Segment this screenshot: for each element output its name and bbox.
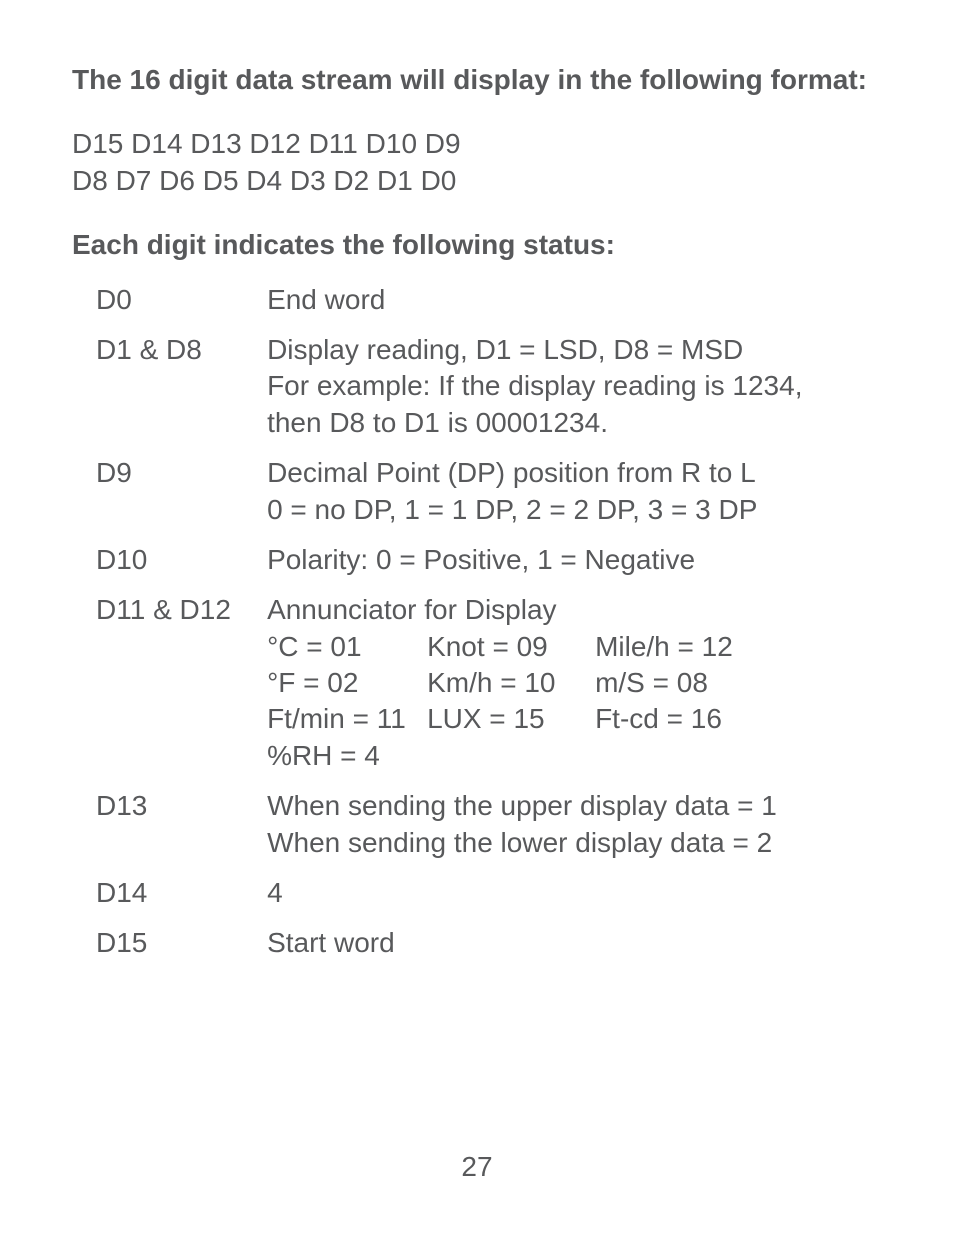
key-d1-d8: D1 & D8	[96, 332, 267, 455]
d13-line1: When sending the upper display data = 1	[267, 790, 777, 821]
annunc-knot: Knot = 09	[427, 629, 595, 665]
annunc-lux: LUX = 15	[427, 701, 595, 737]
annunc-c: °C = 01	[267, 629, 427, 665]
annunc-f: °F = 02	[267, 665, 427, 701]
d11d12-header: Annunciator for Display	[267, 594, 556, 625]
desc-d0: End word	[267, 282, 894, 332]
annunc-mileh: Mile/h = 12	[595, 629, 894, 665]
key-d9: D9	[96, 455, 267, 542]
sequence-line-1: D15 D14 D13 D12 D11 D10 D9	[72, 128, 461, 159]
main-heading: The 16 digit data stream will display in…	[72, 62, 894, 98]
document-page: The 16 digit data stream will display in…	[0, 0, 954, 1235]
key-d10: D10	[96, 542, 267, 592]
annunc-ftcd: Ft-cd = 16	[595, 701, 894, 737]
d1d8-line2: For example: If the display reading is 1…	[267, 370, 802, 401]
desc-d1-d8: Display reading, D1 = LSD, D8 = MSD For …	[267, 332, 894, 455]
desc-d14: 4	[267, 875, 894, 925]
row-d10: D10 Polarity: 0 = Positive, 1 = Negative	[96, 542, 894, 592]
d1d8-line3: then D8 to D1 is 00001234.	[267, 407, 608, 438]
row-d13: D13 When sending the upper display data …	[96, 788, 894, 875]
row-d15: D15 Start word	[96, 925, 894, 975]
desc-d15: Start word	[267, 925, 894, 975]
row-d9: D9 Decimal Point (DP) position from R to…	[96, 455, 894, 542]
d13-line2: When sending the lower display data = 2	[267, 827, 772, 858]
row-d1-d8: D1 & D8 Display reading, D1 = LSD, D8 = …	[96, 332, 894, 455]
d9-line2: 0 = no DP, 1 = 1 DP, 2 = 2 DP, 3 = 3 DP	[267, 494, 757, 525]
desc-d11-d12: Annunciator for Display °C = 01 Knot = 0…	[267, 592, 894, 788]
annunciator-grid: °C = 01 Knot = 09 Mile/h = 12 °F = 02 Km…	[267, 629, 894, 775]
page-number: 27	[0, 1149, 954, 1185]
key-d15: D15	[96, 925, 267, 975]
d1d8-line1: Display reading, D1 = LSD, D8 = MSD	[267, 334, 743, 365]
key-d11-d12: D11 & D12	[96, 592, 267, 788]
status-table: D0 End word D1 & D8 Display reading, D1 …	[96, 282, 894, 976]
row-d11-d12: D11 & D12 Annunciator for Display °C = 0…	[96, 592, 894, 788]
sub-heading: Each digit indicates the following statu…	[72, 227, 894, 263]
annunc-kmh: Km/h = 10	[427, 665, 595, 701]
desc-d9: Decimal Point (DP) position from R to L …	[267, 455, 894, 542]
sequence-block: D15 D14 D13 D12 D11 D10 D9 D8 D7 D6 D5 D…	[72, 126, 894, 199]
key-d13: D13	[96, 788, 267, 875]
annunc-ms: m/S = 08	[595, 665, 894, 701]
key-d0: D0	[96, 282, 267, 332]
annunc-ftmin: Ft/min = 11	[267, 701, 427, 737]
sequence-line-2: D8 D7 D6 D5 D4 D3 D2 D1 D0	[72, 165, 456, 196]
row-d0: D0 End word	[96, 282, 894, 332]
annunc-rh: %RH = 4	[267, 738, 427, 774]
desc-d13: When sending the upper display data = 1 …	[267, 788, 894, 875]
d9-line1: Decimal Point (DP) position from R to L	[267, 457, 756, 488]
key-d14: D14	[96, 875, 267, 925]
row-d14: D14 4	[96, 875, 894, 925]
desc-d10: Polarity: 0 = Positive, 1 = Negative	[267, 542, 894, 592]
